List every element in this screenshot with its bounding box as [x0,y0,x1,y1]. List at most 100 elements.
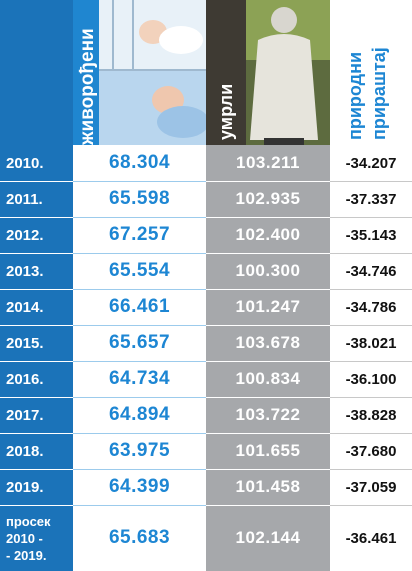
row-separator [330,181,412,182]
row-separator [0,217,73,218]
deaths-column [206,145,330,571]
row-separator [0,253,73,254]
row-label-line: 2018. [6,442,44,460]
natural-increase-value: -34.207 [345,154,397,172]
deaths-value: 101.655 [235,441,301,460]
row-label-line: 2011. [6,190,43,208]
row-label: 2014. [0,289,73,325]
row-label: 2018. [0,433,73,469]
row-separator [330,289,412,290]
row-separator [206,361,330,362]
row-label-line: 2013. [6,262,44,280]
row-separator [206,217,330,218]
row-separator [0,325,73,326]
row-separator [330,217,412,218]
row-separator [73,505,206,506]
row-separator [73,217,206,218]
deaths-value: 103.722 [235,405,301,424]
births-header: живорођени [77,28,98,145]
row-separator [73,289,206,290]
births-value: 64.734 [108,368,171,389]
births-value: 67.257 [108,224,171,245]
deaths-value: 102.400 [235,225,301,244]
row-label-line: 2010. [6,154,44,172]
natural-increase-value: -37.680 [345,442,397,460]
natural-increase-header: прираштај [369,47,389,140]
births-value: 65.683 [108,527,171,548]
row-separator [206,253,330,254]
row-separator [73,469,206,470]
row-label-line: 2012. [6,226,44,244]
row-separator [330,325,412,326]
births-value: 64.894 [108,404,171,425]
deaths-value: 101.458 [235,477,301,496]
births-value: 66.461 [108,296,171,317]
row-separator [73,325,206,326]
row-separator [0,505,73,506]
row-separator [73,253,206,254]
row-separator [206,397,330,398]
row-separator [73,433,206,434]
row-label-line: 2017. [6,406,44,424]
natural-increase-value: -34.746 [345,262,397,280]
row-label: 2010. [0,145,73,181]
row-label-line: 2010 - [6,530,43,546]
row-separator [0,397,73,398]
row-label-line: просек [6,513,51,529]
row-separator [206,505,330,506]
natural-increase-header: природни [345,51,365,140]
natural-increase-value: -36.461 [345,529,397,547]
row-separator [330,433,412,434]
row-separator [0,289,73,290]
deaths-value: 101.247 [235,297,301,316]
elderly-photo [206,0,330,145]
deaths-header: умрли [216,83,236,140]
deaths-value: 102.935 [235,189,301,208]
year-column [0,0,73,571]
row-separator [206,325,330,326]
row-label: 2013. [0,253,73,289]
births-value: 68.304 [108,152,171,173]
row-label-line: - 2019. [6,547,47,563]
deaths-value: 100.834 [235,369,301,388]
deaths-value: 102.144 [235,528,301,547]
births-value: 65.657 [108,332,171,353]
row-separator [73,397,206,398]
natural-increase-value: -37.337 [345,190,397,208]
deaths-value: 103.211 [235,153,300,172]
natural-increase-value: -38.828 [345,406,397,424]
deaths-value: 100.300 [235,261,301,280]
row-separator [206,181,330,182]
row-label-line: 2019. [6,478,44,496]
row-label: 2011. [0,181,73,217]
natural-increase-value: -37.059 [345,478,397,496]
row-separator [0,361,73,362]
row-separator [330,505,412,506]
row-label: 2015. [0,325,73,361]
row-label: просек 2010 -- 2019. [0,505,73,571]
row-separator [330,253,412,254]
row-separator [0,469,73,470]
natural-increase-value: -36.100 [345,370,397,388]
row-separator [330,397,412,398]
row-separator [0,181,73,182]
row-separator [73,361,206,362]
row-separator [330,469,412,470]
row-separator [330,361,412,362]
births-value: 64.399 [108,476,171,497]
natural-increase-value: -35.143 [345,226,397,244]
row-label: 2019. [0,469,73,505]
row-label-line: 2015. [6,334,44,352]
row-separator [206,469,330,470]
babies-photo [73,0,206,145]
row-label-line: 2016. [6,370,44,388]
deaths-value: 103.678 [235,333,301,352]
row-separator [73,181,206,182]
births-value: 65.554 [108,260,171,281]
births-value: 65.598 [108,188,171,209]
row-separator [206,433,330,434]
row-label: 2016. [0,361,73,397]
natural-increase-value: -34.786 [345,298,397,316]
births-value: 63.975 [108,440,171,461]
